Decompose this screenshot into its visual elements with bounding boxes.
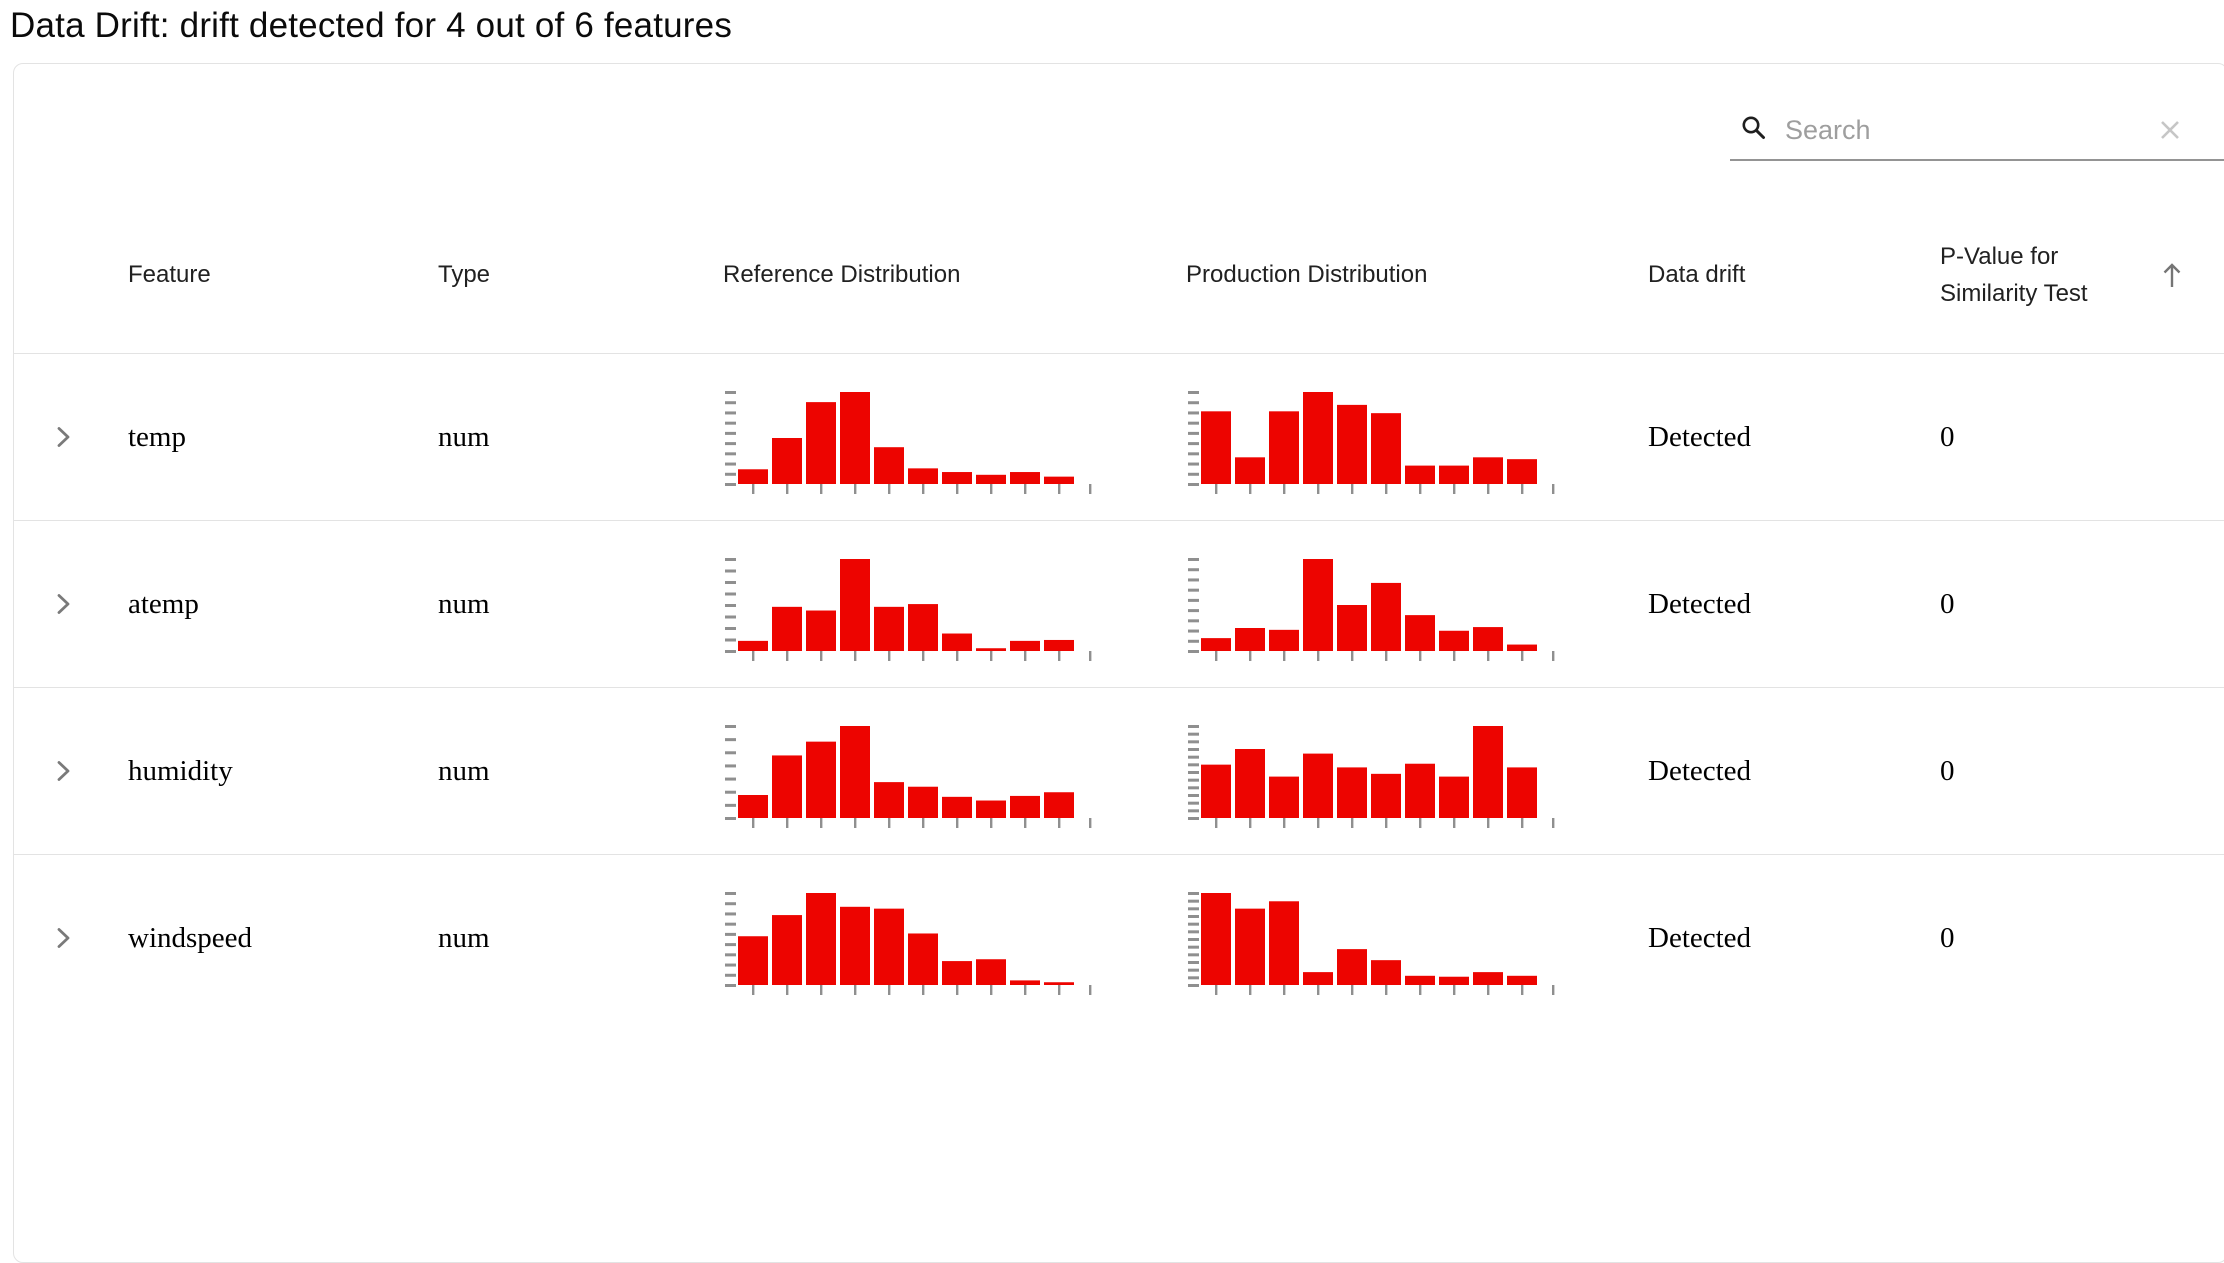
drift-cell: Detected bbox=[1648, 420, 1752, 453]
column-header-production-distribution: Production Distribution bbox=[1186, 261, 1428, 289]
chevron-right-icon bbox=[57, 427, 70, 447]
expand-row-button[interactable] bbox=[14, 756, 128, 786]
reference-histogram bbox=[725, 892, 1092, 995]
column-header-type: Type bbox=[438, 261, 491, 289]
type-cell: num bbox=[438, 420, 490, 453]
column-header-data-drift: Data drift bbox=[1648, 261, 1746, 289]
reference-histogram bbox=[725, 725, 1092, 828]
production-histogram bbox=[1188, 558, 1555, 661]
table-row: windspeed num Detected 0 bbox=[14, 854, 2224, 1021]
search-input[interactable] bbox=[1785, 114, 2155, 146]
feature-cell: windspeed bbox=[128, 921, 253, 954]
drift-cell: Detected bbox=[1648, 754, 1752, 787]
feature-cell: temp bbox=[128, 420, 186, 453]
drift-cell: Detected bbox=[1648, 921, 1752, 954]
production-distribution-cell bbox=[1186, 855, 1648, 1021]
production-histogram bbox=[1188, 725, 1555, 828]
chevron-right-icon bbox=[57, 761, 70, 781]
reference-distribution-cell bbox=[723, 855, 1186, 1021]
p-value-cell: 0 bbox=[1940, 921, 1955, 954]
table-row: atemp num Detected 0 bbox=[14, 520, 2224, 687]
column-header-p-value: P-Value for Similarity Test bbox=[1940, 238, 2224, 312]
expand-row-button[interactable] bbox=[14, 923, 128, 953]
expand-row-button[interactable] bbox=[14, 422, 128, 452]
search-bar bbox=[1730, 101, 2224, 161]
chevron-right-icon bbox=[57, 594, 70, 614]
p-value-cell: 0 bbox=[1940, 754, 1955, 787]
data-drift-table-card: Feature Type Reference Distribution Prod… bbox=[13, 63, 2224, 1263]
p-value-header-label: P-Value for Similarity Test bbox=[1940, 242, 2088, 307]
clear-search-icon[interactable] bbox=[2155, 115, 2185, 145]
search-icon bbox=[1740, 114, 1767, 146]
p-value-cell: 0 bbox=[1940, 587, 1955, 620]
table-row: temp num Detected 0 bbox=[14, 353, 2224, 520]
reference-distribution-cell bbox=[723, 354, 1186, 520]
feature-cell: humidity bbox=[128, 754, 233, 787]
chevron-right-icon bbox=[57, 928, 70, 948]
table-body: temp num Detected 0 atemp num Detected 0 humidit… bbox=[14, 353, 2224, 1021]
column-header-reference-distribution: Reference Distribution bbox=[723, 261, 961, 289]
reference-histogram bbox=[725, 391, 1092, 494]
reference-histogram bbox=[725, 558, 1092, 661]
production-histogram bbox=[1188, 892, 1555, 995]
reference-distribution-cell bbox=[723, 521, 1186, 687]
column-header-feature: Feature bbox=[128, 261, 211, 289]
page-title: Data Drift: drift detected for 4 out of … bbox=[10, 6, 733, 45]
type-cell: num bbox=[438, 587, 490, 620]
table-header-row: Feature Type Reference Distribution Prod… bbox=[14, 161, 2224, 353]
type-cell: num bbox=[438, 754, 490, 787]
production-distribution-cell bbox=[1186, 354, 1648, 520]
production-histogram bbox=[1188, 391, 1555, 494]
production-distribution-cell bbox=[1186, 688, 1648, 854]
sort-ascending-icon[interactable] bbox=[2156, 258, 2188, 292]
feature-cell: atemp bbox=[128, 587, 199, 620]
type-cell: num bbox=[438, 921, 490, 954]
p-value-cell: 0 bbox=[1940, 420, 1955, 453]
drift-cell: Detected bbox=[1648, 587, 1752, 620]
expand-row-button[interactable] bbox=[14, 589, 128, 619]
production-distribution-cell bbox=[1186, 521, 1648, 687]
table-row: humidity num Detected 0 bbox=[14, 687, 2224, 854]
reference-distribution-cell bbox=[723, 688, 1186, 854]
